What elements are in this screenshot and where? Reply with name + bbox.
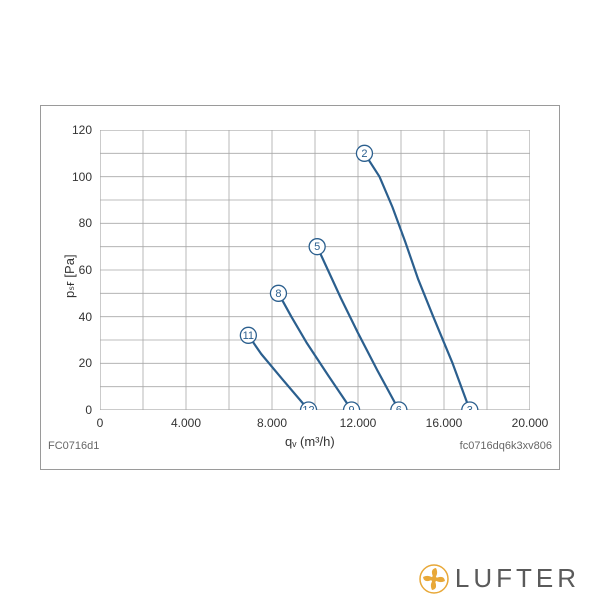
tick-label: 4.000: [171, 416, 201, 430]
x-axis-label: qᵥ (m³/h): [285, 434, 335, 449]
tick-label: 40: [79, 310, 92, 324]
tick-label: 16.000: [426, 416, 463, 430]
footer-right-code: fc0716dq6k3xv806: [460, 440, 552, 452]
tick-label: 0: [85, 403, 92, 417]
brand-text: LUFTER: [455, 563, 580, 594]
chart-plot: 2 3 5 6 8 9 11 12: [100, 130, 530, 410]
tick-label: 0: [97, 416, 104, 430]
brand-logo: LUFTER: [419, 563, 580, 594]
tick-label: 100: [72, 170, 92, 184]
svg-text:9: 9: [348, 405, 354, 411]
svg-text:8: 8: [275, 288, 281, 300]
svg-text:5: 5: [314, 241, 320, 253]
fan-icon: [419, 564, 449, 594]
tick-label: 80: [79, 216, 92, 230]
chart-canvas: 2 3 5 6 8 9 11 12 pₛғ [Pa] qᵥ (m³/h) FC0716d1 f…: [0, 0, 600, 600]
footer-left-code: FC0716d1: [48, 440, 99, 452]
y-axis-label: pₛғ [Pa]: [62, 254, 78, 298]
svg-text:2: 2: [361, 148, 367, 160]
svg-text:12: 12: [302, 405, 314, 411]
svg-text:6: 6: [396, 405, 402, 411]
svg-text:11: 11: [243, 330, 254, 342]
tick-label: 60: [79, 263, 92, 277]
tick-label: 120: [72, 123, 92, 137]
tick-label: 20: [79, 356, 92, 370]
tick-label: 20.000: [512, 416, 549, 430]
svg-text:3: 3: [467, 405, 473, 411]
tick-label: 8.000: [257, 416, 287, 430]
tick-label: 12.000: [340, 416, 377, 430]
